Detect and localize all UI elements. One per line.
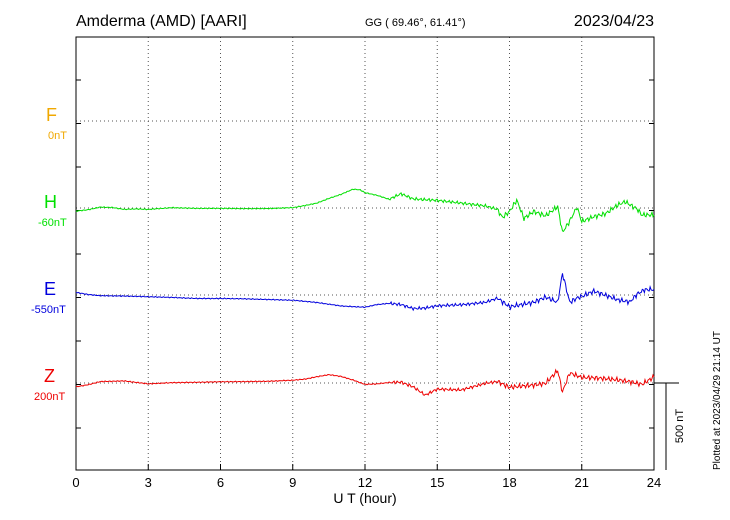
x-axis-label: U T (hour)	[333, 490, 396, 506]
x-tick-label: 9	[289, 475, 296, 490]
x-tick-label: 3	[145, 475, 152, 490]
scale-bar-label: 500 nT	[674, 409, 686, 444]
station-title: Amderma (AMD) [AARI]	[76, 13, 247, 30]
trace-h-component	[75, 188, 655, 233]
e-baseline-label: -550nT	[31, 304, 66, 316]
z-component-label: Z	[44, 366, 55, 386]
x-axis-ticks: 0 3 6 9 12 15 18 21 24	[72, 79, 661, 490]
trace-lines	[75, 188, 655, 396]
e-component-label: E	[44, 279, 57, 299]
h-component-label: H	[44, 192, 57, 212]
trace-e-component	[75, 273, 655, 312]
date-label: 2023/04/23	[574, 13, 654, 30]
trace-z-component	[75, 368, 655, 396]
x-tick-label: 15	[430, 475, 444, 490]
plot-timestamp-credit: Plotted at 2023/04/29 21:14 UT	[712, 331, 723, 470]
f-baseline-label: 0nT	[48, 130, 67, 142]
x-tick-label: 6	[217, 475, 224, 490]
plot-grid	[76, 37, 654, 470]
x-tick-label: 12	[358, 475, 372, 490]
x-tick-label: 0	[72, 475, 79, 490]
f-component-label: F	[46, 105, 57, 125]
x-tick-label: 24	[647, 475, 661, 490]
x-tick-label: 21	[575, 475, 589, 490]
h-baseline-label: -60nT	[38, 217, 67, 229]
x-tick-label: 18	[502, 475, 516, 490]
geographic-coordinates: GG ( 69.46°, 61.41°)	[365, 17, 466, 29]
z-baseline-label: 200nT	[34, 391, 66, 403]
